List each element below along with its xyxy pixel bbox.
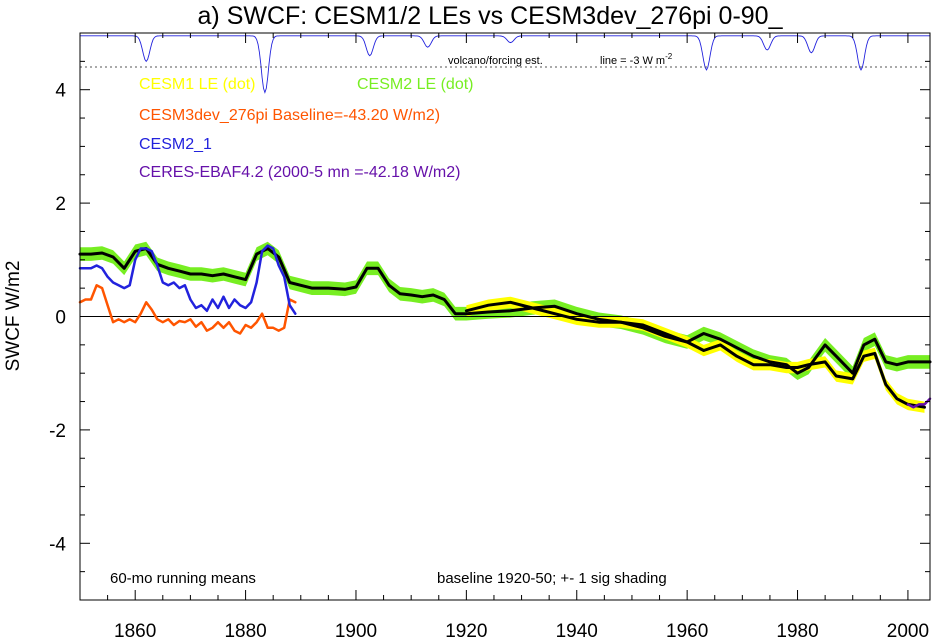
reference-lines bbox=[80, 66, 930, 317]
legend-ceres: CERES-EBAF4.2 (2000-5 mn =-42.18 W/m2) bbox=[139, 164, 460, 181]
x-tick-label: 1900 bbox=[335, 621, 377, 641]
y-tick-label: 2 bbox=[55, 194, 66, 215]
x-tick-label: 1960 bbox=[666, 621, 708, 641]
y-axis: 4 2 0 -2 -4 bbox=[49, 32, 930, 601]
series-line-3 bbox=[464, 300, 926, 409]
series-line-6 bbox=[906, 397, 932, 409]
running-mean-note: 60-mo running means bbox=[110, 570, 256, 587]
x-tick-label: 2000 bbox=[887, 621, 929, 641]
x-tick-label: 1980 bbox=[776, 621, 818, 641]
volcano-annotation: volcano/forcing est. bbox=[448, 55, 543, 67]
volcano-forcing-trace bbox=[80, 35, 930, 94]
line-annotation-sup: -2 bbox=[665, 52, 673, 61]
x-tick-label: 1880 bbox=[224, 621, 266, 641]
legend-cesm2: CESM2 LE (dot) bbox=[357, 76, 473, 93]
line-annotation: line = -3 W m-2 bbox=[600, 52, 673, 67]
y-tick-label: -2 bbox=[49, 421, 66, 442]
legend-cesm1: CESM1 LE (dot) bbox=[139, 76, 255, 93]
legend: CESM1 LE (dot) CESM2 LE (dot) CESM3dev_2… bbox=[139, 76, 473, 181]
y-tick-label: 0 bbox=[55, 308, 66, 329]
chart-title: a) SWCF: CESM1/2 LEs vs CESM3dev_276pi 0… bbox=[198, 2, 784, 30]
x-axis: 1860 1880 1900 1920 1940 1960 1980 2000 bbox=[79, 33, 929, 641]
x-tick-label: 1940 bbox=[556, 621, 598, 641]
series-lines bbox=[78, 244, 932, 409]
line-annotation-text: line = -3 W m bbox=[600, 55, 665, 67]
volcano-trace-line bbox=[80, 35, 930, 94]
x-tick-label: 1920 bbox=[445, 621, 487, 641]
band-series-1 bbox=[466, 296, 925, 413]
y-tick-label: -4 bbox=[49, 534, 66, 555]
x-tick-label: 1860 bbox=[114, 621, 156, 641]
uncertainty-bands bbox=[80, 241, 930, 413]
legend-cesm2-1: CESM2_1 bbox=[139, 136, 212, 153]
y-axis-label: SWCF W/m2 bbox=[3, 261, 24, 372]
legend-cesm3dev: CESM3dev_276pi Baseline=-43.20 W/m2) bbox=[139, 107, 440, 124]
series-line-4 bbox=[78, 284, 297, 335]
y-tick-label: 4 bbox=[55, 81, 66, 102]
baseline-note: baseline 1920-50; +- 1 sig shading bbox=[437, 570, 667, 587]
series-line-2 bbox=[78, 247, 932, 375]
series-line-5 bbox=[78, 244, 297, 315]
